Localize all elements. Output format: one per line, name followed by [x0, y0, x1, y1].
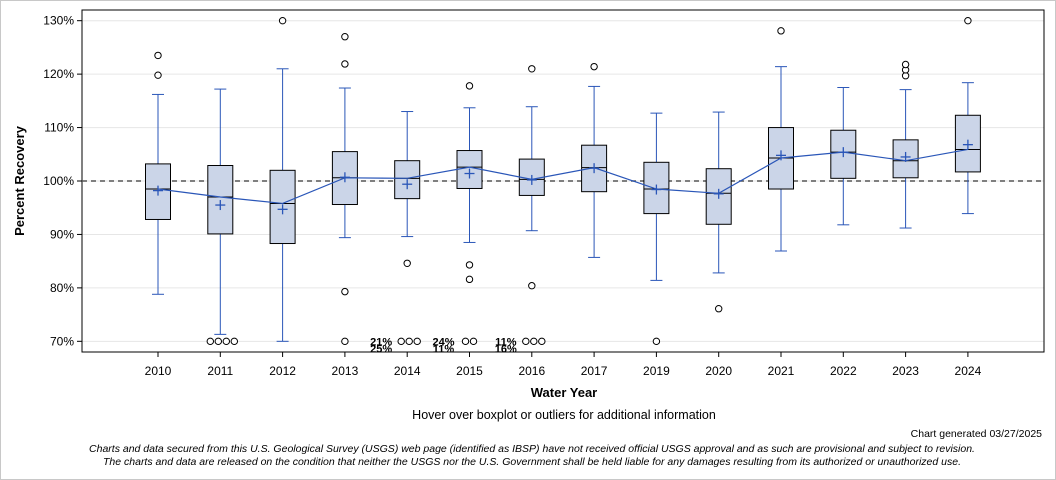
outlier-point[interactable]	[901, 60, 910, 69]
x-tick-label: 2010	[145, 364, 172, 378]
below-label-upper: 21%	[370, 336, 392, 348]
below-label-upper: 24%	[432, 336, 454, 348]
y-tick-label: 130%	[43, 14, 74, 28]
y-tick-label: 110%	[44, 121, 74, 135]
x-tick-label: 2019	[643, 364, 670, 378]
disclaimer-line-1: Charts and data secured from this U.S. G…	[89, 443, 975, 455]
outlier-point[interactable]	[964, 16, 972, 25]
mean-marker-2011[interactable]	[215, 200, 226, 211]
outliers[interactable]	[154, 16, 972, 346]
mean-marker-2014[interactable]	[402, 179, 413, 190]
mean-marker-2012[interactable]	[277, 204, 288, 215]
outlier-point[interactable]	[397, 337, 405, 346]
mean-marker-2013[interactable]	[339, 172, 350, 183]
x-axis-title: Water Year	[531, 385, 598, 400]
x-axis: 2010 2011 2012 2013 2014 2015 2016 2017 2019 2020…	[145, 352, 982, 378]
iqr-box[interactable]	[207, 165, 234, 235]
y-axis-title: Percent Recovery	[12, 125, 27, 236]
outlier-point[interactable]	[538, 337, 546, 346]
outlier-point[interactable]	[278, 16, 287, 25]
below-label-lower: 25%	[370, 343, 392, 355]
y-tick-label: 120%	[43, 67, 74, 81]
mean-marker-2015[interactable]	[464, 168, 475, 179]
x-tick-label: 2015	[456, 364, 483, 378]
x-tick-label: 2020	[705, 364, 732, 378]
x-tick-label: 2022	[830, 364, 857, 378]
disclaimer-line-2: The charts and data are released on the …	[103, 456, 961, 468]
x-tick-label: 2017	[581, 364, 608, 378]
below-label-lower: 16%	[495, 343, 517, 355]
outlier-point[interactable]	[715, 305, 723, 313]
x-tick-label: 2012	[269, 364, 296, 378]
x-tick-label: 2021	[768, 364, 795, 378]
outlier-point[interactable]	[154, 51, 162, 60]
x-tick-label: 2013	[332, 364, 359, 378]
outlier-point[interactable]	[230, 337, 239, 346]
chart-generated-date: Chart generated 03/27/2025	[910, 428, 1042, 440]
outlier-point[interactable]	[465, 261, 474, 269]
mean-marker-2021[interactable]	[776, 150, 786, 161]
outlier-point[interactable]	[341, 337, 349, 346]
outlier-point[interactable]	[590, 62, 598, 71]
outlier-point[interactable]	[206, 337, 215, 346]
below-label-upper: 11%	[495, 336, 517, 348]
x-tick-label: 2023	[892, 364, 919, 378]
outlier-point[interactable]	[522, 337, 530, 346]
y-axis: 70% 80% 90% 100% 110% 120% 130%	[43, 14, 82, 348]
outlier-point[interactable]	[341, 60, 349, 68]
hover-note: Hover over boxplot or outliers for addit…	[412, 408, 716, 422]
boxes[interactable]	[145, 66, 981, 342]
box-2019[interactable]	[643, 112, 670, 281]
outlier-point[interactable]	[341, 287, 349, 296]
outlier-point[interactable]	[461, 337, 470, 346]
box-2014[interactable]	[394, 111, 421, 238]
y-tick-label: 100%	[43, 174, 74, 188]
mean-marker-2019[interactable]	[651, 184, 662, 195]
y-tick-label: 90%	[50, 227, 74, 241]
outlier-point[interactable]	[413, 337, 421, 346]
box-2016[interactable]	[518, 106, 545, 232]
outlier-point[interactable]	[154, 71, 162, 79]
mean-marker-2022[interactable]	[838, 147, 849, 158]
box-2013[interactable]	[331, 87, 358, 239]
x-tick-label: 2024	[955, 364, 982, 378]
box-2011[interactable]	[207, 88, 234, 335]
outlier-point[interactable]	[469, 337, 478, 346]
x-tick-label: 2011	[207, 364, 233, 378]
outlier-point[interactable]	[652, 337, 661, 346]
outlier-point[interactable]	[214, 337, 223, 346]
outlier-point[interactable]	[405, 337, 413, 346]
mean-marker-2020[interactable]	[713, 188, 724, 199]
iqr-box[interactable]	[705, 168, 732, 225]
iqr-box[interactable]	[830, 129, 857, 179]
outlier-point[interactable]	[222, 337, 231, 346]
below-label-lower: 11%	[433, 343, 455, 355]
outlier-point[interactable]	[777, 27, 785, 35]
x-tick-label: 2014	[394, 364, 421, 378]
outlier-point[interactable]	[341, 33, 349, 41]
mean-marker-2023[interactable]	[900, 151, 911, 162]
outlier-point[interactable]	[530, 337, 538, 346]
mean-marker-2016[interactable]	[526, 174, 537, 185]
outlier-point[interactable]	[528, 282, 536, 290]
disclaimer: Charts and data secured from this U.S. G…	[0, 443, 1056, 469]
mean-marker-2010[interactable]	[153, 185, 163, 196]
mean-trend-line	[157, 148, 969, 205]
mean-marker-2024[interactable]	[962, 139, 973, 150]
y-tick-label: 80%	[50, 281, 74, 295]
outlier-point[interactable]	[465, 82, 474, 90]
outlier-point[interactable]	[403, 259, 411, 267]
outlier-point[interactable]	[465, 275, 474, 284]
boxplot-chart[interactable]: 70%80%90%100%110%120%130% 2010 2011 2012 20…	[0, 0, 1056, 410]
x-tick-label: 2016	[518, 364, 545, 378]
outlier-point[interactable]	[528, 65, 536, 73]
mean-marker-2017[interactable]	[589, 163, 600, 174]
y-tick-label: 70%	[50, 334, 74, 348]
below-range-labels: 21%25%24%11%11%16%	[370, 336, 517, 355]
mean-markers[interactable]	[153, 139, 973, 215]
